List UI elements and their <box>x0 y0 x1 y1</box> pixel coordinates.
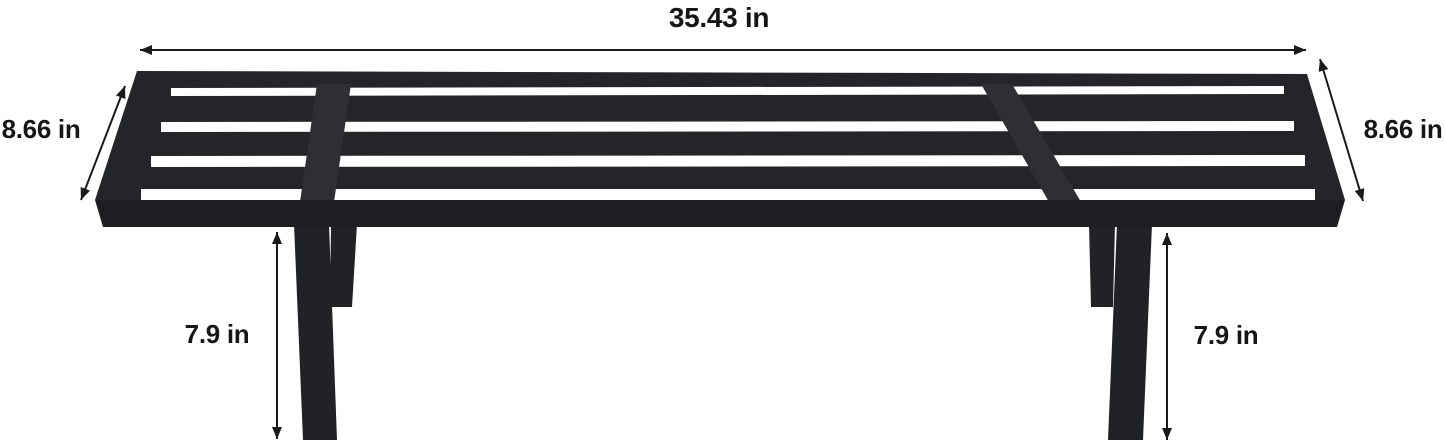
bench-leg-back-left <box>330 224 357 307</box>
depth-dimension-arrow-right <box>1318 58 1365 202</box>
depth-dimension-label-right: 8.66 in <box>1363 114 1443 144</box>
width-dimension-label: 35.43 in <box>668 2 770 33</box>
cross-support-left <box>300 84 351 202</box>
height-dimension-label-right: 7.9 in <box>1193 320 1259 350</box>
bench-leg-front-left <box>294 224 337 440</box>
bench-leg-front-right <box>1108 224 1152 440</box>
slat-gap <box>151 155 1305 167</box>
bench-front-rail <box>95 200 1345 227</box>
depth-dimension-arrow-left <box>80 85 126 201</box>
depth-dimension-label-left: 8.66 in <box>1 114 81 144</box>
height-dimension-label-left: 7.9 in <box>184 319 250 349</box>
cross-support-right <box>981 84 1081 202</box>
slat-gap <box>141 189 1315 200</box>
bench-leg-back-right <box>1089 224 1115 307</box>
